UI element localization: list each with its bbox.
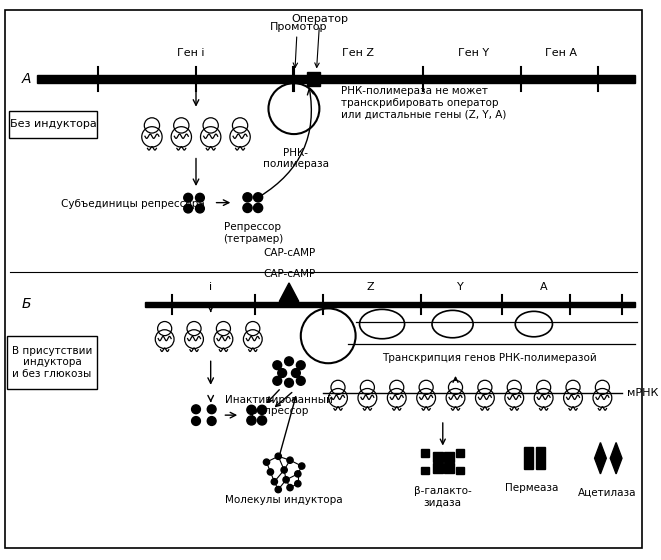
Text: Инактивированный
репрессор: Инактивированный репрессор (225, 395, 333, 416)
Text: Репрессор
(тетрамер): Репрессор (тетрамер) (223, 222, 283, 244)
Text: Промотор: Промотор (270, 22, 328, 32)
Bar (421, 449, 428, 457)
Text: В присутствии
индуктора
и без глюкозы: В присутствии индуктора и без глюкозы (12, 346, 93, 379)
Circle shape (243, 203, 252, 212)
Bar (307, 72, 321, 86)
Circle shape (267, 469, 274, 475)
Circle shape (257, 416, 266, 425)
Text: Транскрипция генов РНК-полимеразой: Транскрипция генов РНК-полимеразой (383, 353, 597, 363)
Bar (456, 466, 464, 474)
Text: РНК-полимераза не может
транскрибировать оператор
или дистальные гены (Z, Y, A): РНК-полимераза не может транскрибировать… (341, 86, 506, 119)
Circle shape (196, 204, 204, 213)
Circle shape (184, 204, 192, 213)
Circle shape (243, 193, 252, 202)
Text: Субъединицы репрессора: Субъединицы репрессора (61, 199, 205, 209)
Text: Молекулы индуктора: Молекулы индуктора (225, 496, 343, 506)
Circle shape (278, 368, 287, 377)
Bar (524, 447, 533, 469)
Text: Y: Y (457, 282, 464, 292)
Circle shape (283, 477, 290, 483)
Circle shape (292, 368, 300, 377)
Text: Оператор: Оператор (291, 13, 348, 24)
Circle shape (275, 487, 282, 493)
Text: A: A (540, 282, 547, 292)
Text: А: А (22, 72, 31, 86)
Circle shape (208, 417, 216, 426)
Text: Ген Y: Ген Y (457, 48, 488, 58)
Circle shape (247, 405, 256, 414)
Circle shape (271, 479, 278, 485)
Text: β-галакто-
зидаза: β-галакто- зидаза (414, 486, 472, 507)
Circle shape (263, 459, 270, 465)
Text: CAP-cAMP: CAP-cAMP (263, 269, 315, 279)
Text: CAP-cAMP: CAP-cAMP (263, 249, 315, 259)
Circle shape (287, 484, 293, 491)
Circle shape (196, 193, 204, 202)
Circle shape (184, 193, 192, 202)
Polygon shape (594, 442, 606, 474)
Circle shape (254, 193, 262, 202)
Bar (444, 452, 453, 462)
Circle shape (299, 463, 305, 469)
Bar (145, 301, 635, 307)
Circle shape (192, 417, 200, 426)
Bar (38, 76, 635, 83)
Text: Пермеаза: Пермеаза (505, 483, 559, 493)
Bar (456, 449, 464, 457)
Text: Ген А: Ген А (545, 48, 577, 58)
Bar (536, 447, 545, 469)
Circle shape (275, 453, 282, 459)
Text: Z: Z (366, 282, 374, 292)
Text: Ген i: Ген i (177, 48, 205, 58)
Circle shape (192, 405, 200, 414)
Circle shape (295, 471, 301, 477)
Circle shape (254, 203, 262, 212)
Text: мРНК: мРНК (627, 388, 658, 398)
Bar (444, 463, 453, 473)
Circle shape (281, 467, 288, 473)
Circle shape (247, 416, 256, 425)
Polygon shape (279, 283, 299, 301)
Text: Ацетилаза: Ацетилаза (578, 488, 637, 498)
Circle shape (296, 361, 305, 370)
Circle shape (295, 480, 301, 487)
Bar (433, 452, 443, 462)
Text: Б: Б (22, 297, 31, 311)
Text: Ген Z: Ген Z (342, 48, 373, 58)
Polygon shape (610, 442, 622, 474)
Circle shape (273, 361, 282, 370)
Text: Без индуктора: Без индуктора (10, 119, 97, 129)
Circle shape (287, 457, 293, 463)
Circle shape (208, 405, 216, 414)
Circle shape (257, 405, 266, 414)
Text: РНК-
полимераза: РНК- полимераза (263, 148, 329, 169)
Circle shape (285, 357, 293, 366)
Circle shape (273, 376, 282, 385)
Bar (421, 466, 428, 474)
Bar (433, 463, 443, 473)
Circle shape (285, 379, 293, 387)
Text: i: i (209, 282, 212, 292)
Circle shape (296, 376, 305, 385)
